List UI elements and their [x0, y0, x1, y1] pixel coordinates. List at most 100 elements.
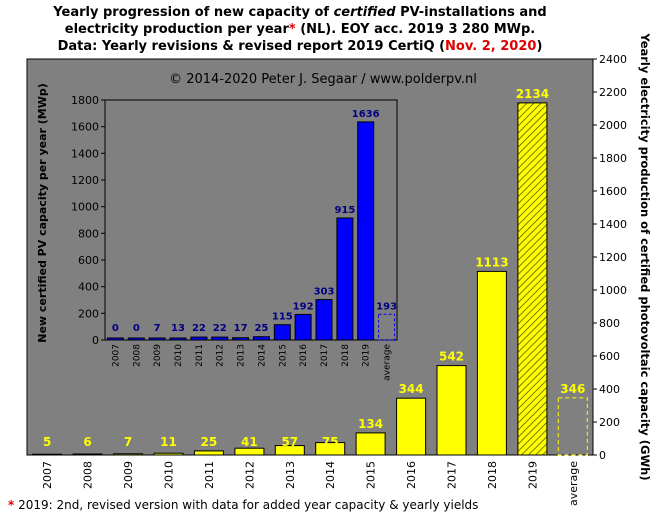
main-bar-2008: [72, 453, 103, 456]
main-y-tick-label: 1600: [599, 185, 627, 198]
inset-y-tick-label: 400: [78, 281, 99, 294]
main-bar-2011: [193, 450, 224, 456]
inset-x-tick-label: 2011: [195, 344, 205, 367]
inset-bar-2016: [294, 313, 312, 341]
inset-y-tick-label: 1200: [71, 174, 99, 187]
inset-bar-2019: [357, 121, 375, 341]
main-bar-value-label: 6: [83, 435, 91, 449]
main-x-tick-label: 2017: [446, 461, 459, 489]
main-y-tick-label: 200: [599, 416, 620, 429]
main-x-tick-label: 2019: [526, 461, 539, 489]
main-bar-value-label: 542: [439, 350, 464, 364]
main-y-tick-label: 1400: [599, 218, 627, 231]
inset-y-tick-label: 200: [78, 307, 99, 320]
main-y-tick-label: 400: [599, 383, 620, 396]
main-bar-value-label: 2134: [516, 87, 549, 101]
main-bar-average: [557, 397, 588, 456]
main-bar-value-label: 134: [358, 417, 383, 431]
main-x-tick-label: 2012: [243, 461, 256, 489]
main-x-tick-label: 2016: [405, 461, 418, 489]
main-y-tick-label: 2200: [599, 86, 627, 99]
inset-bar-value-label: 192: [293, 301, 314, 312]
main-x-tick-label: 2008: [82, 461, 95, 489]
inset-x-tick-label: 2007: [111, 344, 121, 367]
main-bar-2012: [234, 447, 265, 456]
inset-bar-2010: [169, 337, 187, 341]
main-y-tick-label: 800: [599, 317, 620, 330]
main-x-tick-label: 2010: [163, 461, 176, 489]
inset-bar-2009: [148, 337, 166, 341]
inset-x-tick-label: 2012: [216, 344, 226, 367]
main-bar-value-label: 41: [241, 435, 258, 449]
main-bar-2015: [355, 432, 386, 456]
main-bar-2009: [113, 453, 144, 456]
footnote: * 2019: 2nd, revised version with data f…: [8, 498, 479, 512]
inset-bar-2014: [252, 336, 270, 341]
main-y-tick-label: 1000: [599, 284, 627, 297]
inset-bar-value-label: 22: [192, 323, 206, 334]
inset-x-tick-label: 2014: [257, 344, 267, 367]
main-bar-value-label: 7: [124, 435, 132, 449]
inset-y-tick-label: 1000: [71, 201, 99, 214]
main-y-tick-label: 1200: [599, 251, 627, 264]
main-bar-2019: [517, 102, 548, 456]
inset-y-axis-title: New certified PV capacity per year (MWp): [36, 83, 49, 343]
inset-x-tick-label: average: [383, 344, 393, 381]
inset-x-tick-label: 2018: [341, 344, 351, 367]
inset-x-tick-label: 2008: [132, 344, 142, 367]
main-y-axis-title: Yearly electricity production of certifi…: [638, 32, 652, 480]
inset-x-tick-label: 2017: [320, 344, 330, 367]
inset-y-tick-label: 1800: [71, 94, 99, 107]
inset-bar-value-label: 25: [254, 323, 268, 334]
main-bar-2014: [315, 442, 346, 456]
inset-x-tick-label: 2013: [237, 344, 247, 367]
main-y-tick-label: 2000: [599, 119, 627, 132]
inset-bar-2007: [106, 337, 124, 341]
main-x-tick-label: average: [567, 461, 580, 506]
inset-bar-value-label: 0: [112, 323, 119, 334]
inset-bar-2011: [190, 336, 208, 341]
main-bar-value-label: 1113: [475, 255, 508, 269]
main-bar-2016: [396, 397, 427, 456]
inset-x-tick-label: 2019: [362, 344, 372, 367]
main-y-tick-label: 2400: [599, 53, 627, 66]
main-bar-2013: [274, 445, 305, 456]
main-x-tick-label: 2011: [203, 461, 216, 489]
inset-bar-value-label: 22: [213, 323, 227, 334]
inset-y-tick-label: 1400: [71, 147, 99, 160]
chart-title: Yearly progression of new capacity of ce…: [53, 5, 547, 54]
main-bar-value-label: 346: [560, 382, 585, 396]
inset-bar-value-label: 13: [171, 323, 185, 334]
inset-bar-value-label: 0: [133, 323, 140, 334]
inset-bar-2013: [232, 337, 250, 341]
main-x-tick-label: 2007: [41, 461, 54, 489]
inset-bar-2008: [127, 337, 145, 341]
inset-bar-average: [378, 313, 396, 341]
inset-bar-value-label: 193: [376, 301, 397, 312]
inset-x-tick-label: 2016: [299, 344, 309, 367]
inset-bar-2015: [273, 324, 291, 341]
main-bar-value-label: 57: [281, 435, 298, 449]
main-y-tick-label: 0: [599, 449, 606, 462]
inset-bar-value-label: 7: [154, 323, 161, 334]
main-x-tick-label: 2013: [284, 461, 297, 489]
main-bar-value-label: 344: [399, 382, 424, 396]
inset-bar-value-label: 17: [234, 323, 248, 334]
inset-bar-2017: [315, 299, 333, 341]
inset-y-tick-label: 800: [78, 227, 99, 240]
inset-bar-value-label: 915: [334, 205, 355, 216]
main-x-tick-label: 2014: [324, 461, 337, 489]
main-bar-2018: [476, 270, 507, 456]
inset-x-tick-label: 2009: [153, 344, 163, 367]
main-x-tick-label: 2009: [122, 461, 135, 489]
main-bar-value-label: 25: [201, 435, 218, 449]
inset-bar-value-label: 115: [272, 312, 293, 323]
inset-y-tick-label: 1600: [71, 121, 99, 134]
inset-y-tick-label: 600: [78, 254, 99, 267]
main-bar-2010: [153, 452, 184, 456]
copyright-text: © 2014-2020 Peter J. Segaar / www.polder…: [169, 72, 477, 87]
main-x-tick-label: 2018: [486, 461, 499, 489]
inset-bar-value-label: 303: [314, 287, 335, 298]
inset-x-tick-label: 2015: [278, 344, 288, 367]
